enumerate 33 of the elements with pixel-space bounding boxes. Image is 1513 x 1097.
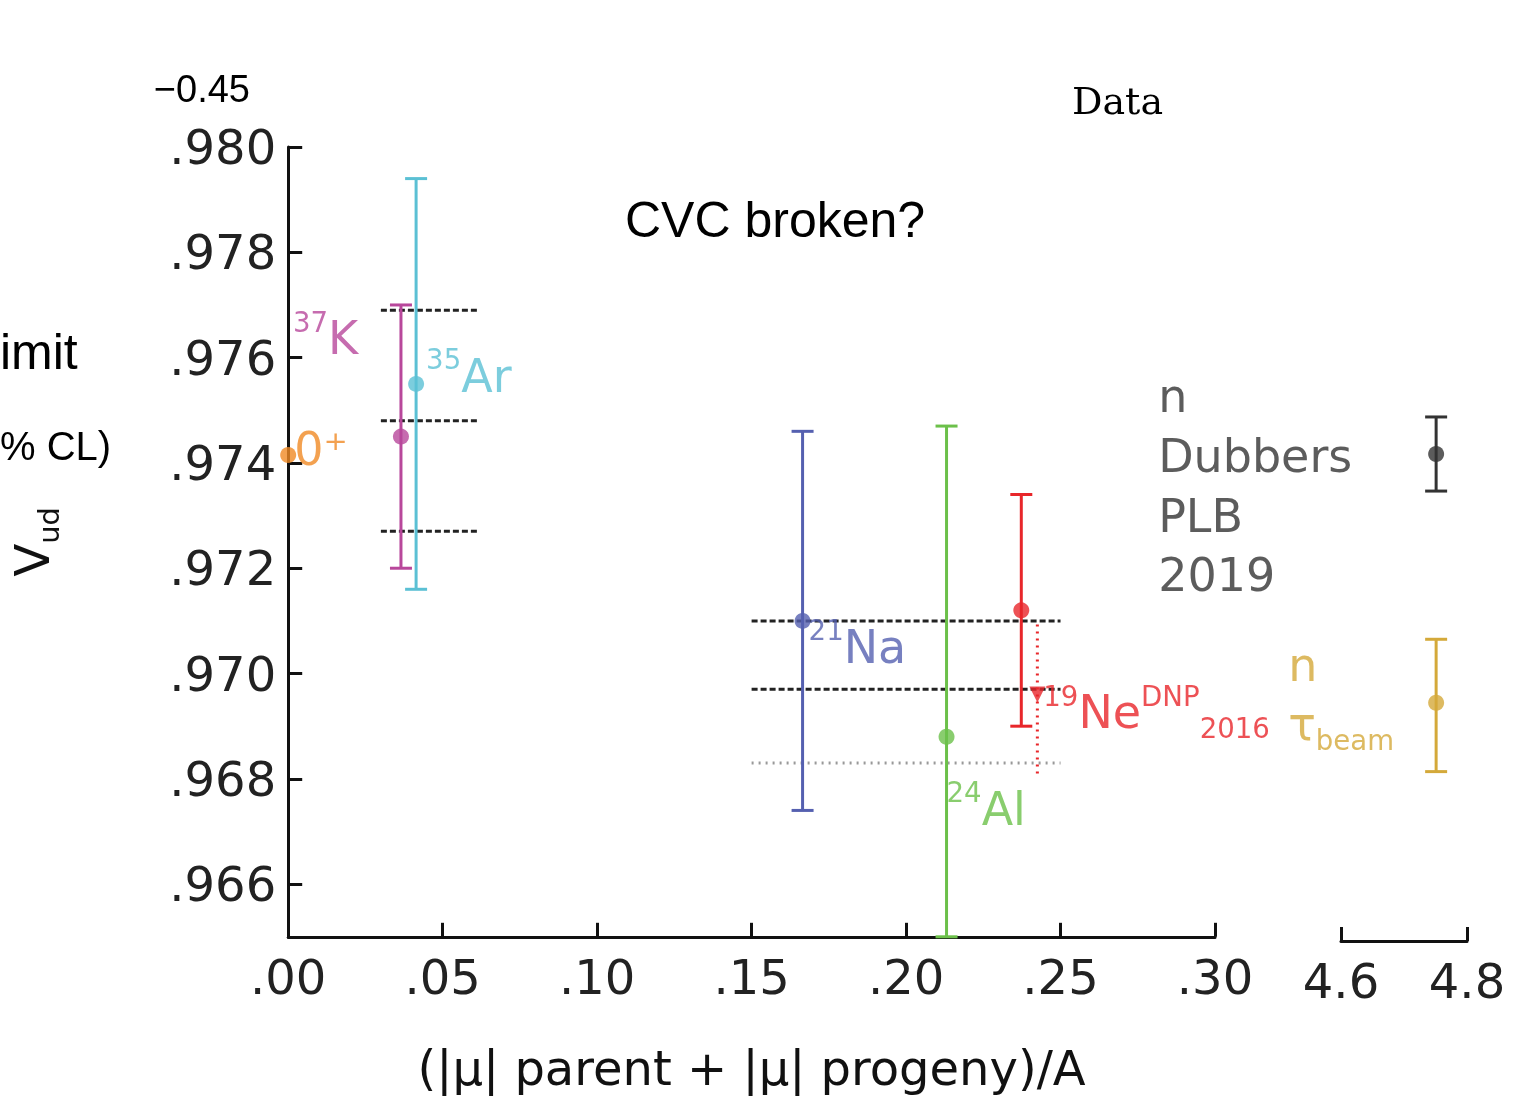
x-tick-label: .05	[404, 948, 481, 1005]
x-tick-label: 4.8	[1428, 953, 1506, 1009]
x-tick-label: .10	[558, 948, 636, 1005]
x-tick-label: .00	[250, 948, 327, 1005]
y-axis-title: Vud	[4, 507, 66, 577]
y-tick-label: .966	[169, 856, 277, 913]
x-axis-title: (|μ| parent + |μ| progeny)/A	[417, 1040, 1086, 1096]
point	[392, 428, 409, 445]
x-tick-label: .20	[867, 948, 945, 1005]
point	[280, 447, 297, 464]
x-tick-label: .15	[713, 948, 790, 1005]
series-label: n Dubbers PLB 2019	[1158, 368, 1353, 603]
point	[794, 612, 811, 629]
text: % CL)	[0, 424, 112, 468]
y-tick-label: .978	[169, 224, 277, 281]
y-tick-label: .980	[169, 119, 277, 175]
y-tick-label: .976	[169, 329, 277, 386]
series-label: 0⁺	[294, 421, 348, 476]
text: Data	[1072, 79, 1164, 124]
x-tick-label: .25	[1022, 948, 1099, 1005]
y-tick-label: .972	[169, 540, 277, 597]
point	[1013, 602, 1030, 619]
x-tick-label: 4.6	[1302, 953, 1380, 1009]
y-tick-label: .968	[169, 750, 277, 807]
text: −0.45	[153, 68, 251, 111]
point	[408, 375, 425, 392]
point	[938, 728, 955, 745]
y-tick-label: .970	[169, 645, 277, 702]
y-tick-label: .974	[169, 434, 277, 491]
text: imit	[0, 324, 78, 380]
point	[1029, 686, 1046, 703]
annotation: CVC broken?	[625, 192, 926, 248]
x-tick-label: .30	[1176, 948, 1254, 1005]
